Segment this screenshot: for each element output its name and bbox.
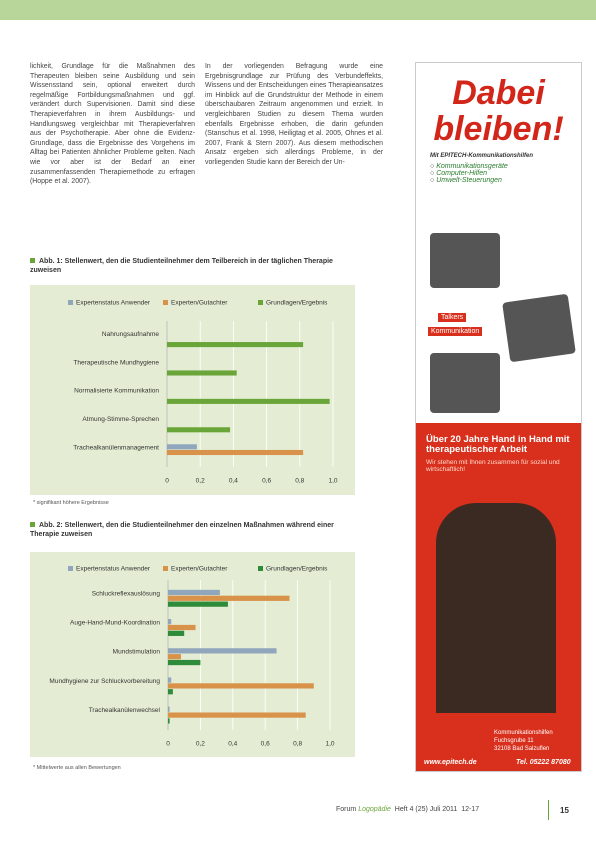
x-tick-label: 0 xyxy=(166,741,170,748)
category-label: Nahrungsaufnahme xyxy=(102,331,159,338)
ad-web: www.epitech.de xyxy=(424,759,477,766)
x-tick-label: 0,8 xyxy=(295,478,304,485)
photo xyxy=(436,503,556,713)
body-text: In der vorliegenden Befragung wurde eine… xyxy=(205,63,383,166)
legend-swatch xyxy=(258,300,263,305)
ad-tag: Talkers xyxy=(438,313,467,322)
ad-street: Fuchsgrube 11 xyxy=(494,738,534,744)
body-text: lichkeit, Grundlage für die Maßnahmen de… xyxy=(30,63,195,186)
ad-claim: Über 20 Jahre Hand in Hand mit therapeut… xyxy=(426,434,570,455)
ad-bullet: Computer-Hilfen xyxy=(430,170,581,177)
category-label: Auge-Hand-Mund-Koordination xyxy=(70,620,160,627)
bar xyxy=(167,449,304,456)
bar xyxy=(168,654,181,660)
footer: Forum Logopädie Heft 4 (25) Juli 2011 12… xyxy=(336,806,479,813)
footnote: * signifikant höhere Ergebnisse xyxy=(33,500,109,506)
category-label: Normalisierte Kommunikation xyxy=(74,388,159,395)
category-label: Mundstimulation xyxy=(113,649,161,656)
ad-headline: bleiben! xyxy=(433,110,564,148)
legend-swatch xyxy=(163,300,168,305)
chart: 0 0,2 0,4 0,6 0,8 1,0 Expertenstatus Anwender E… xyxy=(30,552,355,757)
category-label: Therapeutische Mundhygiene xyxy=(73,359,159,366)
chart-background xyxy=(30,285,355,495)
bar xyxy=(168,624,196,631)
chart: 0 0,2 0,4 0,6 0,8 1,0 Expertenstatus Anwender E… xyxy=(30,285,355,495)
divider xyxy=(548,800,549,820)
legend-swatch xyxy=(258,566,263,571)
bar xyxy=(168,683,314,689)
category-label: Mundhygiene zur Schluckvorbereitung xyxy=(49,678,160,685)
bar xyxy=(167,444,197,450)
legend-label: Grundlagen/Ergebnis xyxy=(266,300,328,307)
ad-red-block: Über 20 Jahre Hand in Hand mit therapeut… xyxy=(416,423,581,771)
bar xyxy=(168,677,172,683)
legend-label: Experten/Gutachter xyxy=(171,300,228,307)
bar xyxy=(167,342,304,348)
x-tick-label: 1,0 xyxy=(325,741,334,748)
bar xyxy=(168,630,185,636)
x-tick-label: 0,2 xyxy=(196,741,205,748)
legend-label: Experten/Gutachter xyxy=(171,566,228,573)
ad-headline: Dabei xyxy=(452,74,545,112)
ad-claim-sub: Wir stehen mit Ihnen zusammen für sozial… xyxy=(426,459,560,473)
ad-bullet: Kommunikationsgeräte xyxy=(430,163,581,170)
category-label: Schluckreflexauslösung xyxy=(92,590,161,597)
bar xyxy=(167,398,330,404)
x-tick-label: 0 xyxy=(165,478,169,485)
page-number: 15 xyxy=(560,806,569,815)
device-image xyxy=(430,233,500,288)
ad-phone: Tel. 05222 87080 xyxy=(516,759,571,766)
x-tick-label: 1,0 xyxy=(328,478,337,485)
advertisement: Dabei bleiben! Mit EPITECH-Kommunikation… xyxy=(415,62,582,772)
ad-address: Kommunikationshilfen Fuchsgrube 11 32108… xyxy=(494,729,553,753)
x-tick-label: 0,4 xyxy=(229,478,238,485)
ad-bullet: Umwelt-Steuerungen xyxy=(430,177,581,184)
bar xyxy=(168,648,277,654)
bar xyxy=(168,619,172,625)
chart-title: Abb. 2: Stellenwert, den die Studienteil… xyxy=(30,521,360,539)
bar xyxy=(168,712,306,718)
bar xyxy=(168,706,170,712)
bar xyxy=(168,659,201,666)
bar xyxy=(167,370,237,376)
category-label: Atmung-Stimme-Sprechen xyxy=(82,416,159,423)
footnote: * Mittelwerte aus allen Bewertungen xyxy=(33,765,121,771)
legend-swatch xyxy=(163,566,168,571)
bar xyxy=(168,601,228,607)
header-band xyxy=(0,0,596,20)
device-image xyxy=(430,353,500,413)
x-tick-label: 0,2 xyxy=(196,478,205,485)
ad-subline: Mit EPITECH-Kommunikationshilfen xyxy=(430,153,534,159)
journal-name: Logopädie xyxy=(358,806,391,813)
x-tick-label: 0,8 xyxy=(293,741,302,748)
bar xyxy=(168,689,173,695)
device-image xyxy=(502,293,576,363)
bar xyxy=(168,718,170,724)
ad-list: Kommunikationsgeräte Computer-Hilfen Umw… xyxy=(430,163,581,184)
legend-label: Expertenstatus Anwender xyxy=(76,300,151,307)
legend-swatch xyxy=(68,566,73,571)
legend-label: Expertenstatus Anwender xyxy=(76,566,151,573)
x-tick-label: 0,4 xyxy=(228,741,237,748)
x-tick-label: 0,6 xyxy=(261,741,270,748)
bar xyxy=(168,595,290,601)
bar xyxy=(168,589,220,596)
category-label: Trachealkanülenmanagement xyxy=(73,445,159,452)
category-label: Trachealkanülenwechsel xyxy=(89,707,161,714)
ad-company: Kommunikationshilfen xyxy=(494,730,553,736)
pages: 12-17 xyxy=(461,806,480,813)
bar xyxy=(167,427,231,433)
legend-swatch xyxy=(68,300,73,305)
journal: Forum xyxy=(336,806,357,813)
chart-title: Abb. 1: Stellenwert, den die Studienteil… xyxy=(30,257,360,275)
ad-tag: Kommunikation xyxy=(428,327,483,336)
issue: Heft 4 (25) Juli 2011 xyxy=(394,806,458,813)
ad-city: 32108 Bad Salzuflen xyxy=(494,746,550,752)
x-tick-label: 0,6 xyxy=(262,478,271,485)
chart-background xyxy=(30,552,355,757)
legend-label: Grundlagen/Ergebnis xyxy=(266,566,328,573)
